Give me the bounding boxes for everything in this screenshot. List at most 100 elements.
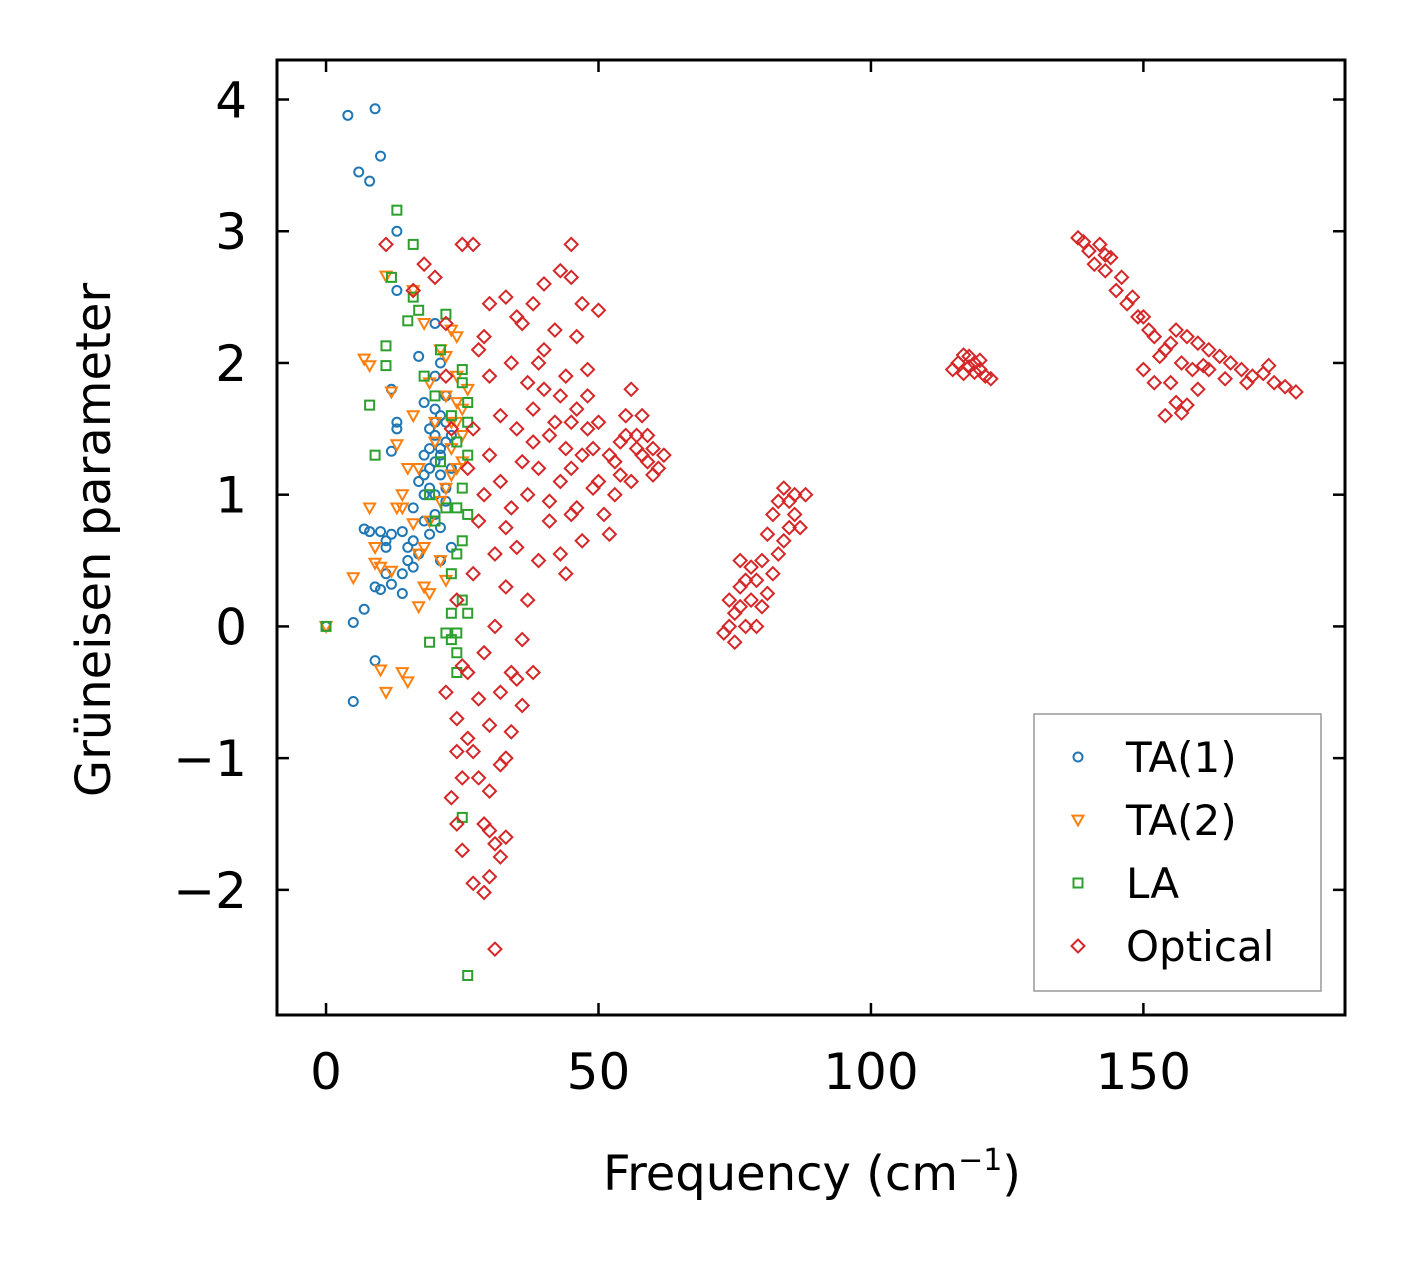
data-point bbox=[1255, 365, 1272, 382]
data-point bbox=[1189, 335, 1206, 352]
data-point bbox=[786, 506, 803, 523]
data-point bbox=[476, 644, 492, 661]
data-point bbox=[497, 289, 514, 306]
data-point bbox=[574, 295, 591, 312]
data-point bbox=[418, 370, 430, 382]
legend-label: TA(2) bbox=[1125, 796, 1237, 845]
data-point bbox=[429, 508, 441, 520]
data-point bbox=[525, 664, 542, 681]
data-point bbox=[1135, 308, 1152, 325]
data-point bbox=[448, 710, 465, 727]
data-point bbox=[413, 476, 425, 488]
data-point bbox=[514, 697, 531, 714]
data-point bbox=[737, 618, 754, 635]
data-point bbox=[429, 403, 441, 415]
data-point bbox=[634, 407, 650, 424]
data-point bbox=[519, 486, 536, 503]
data-point bbox=[514, 315, 531, 332]
data-point bbox=[459, 664, 476, 681]
data-point bbox=[552, 546, 569, 562]
y-tick-label: −1 bbox=[173, 730, 247, 788]
data-point bbox=[459, 730, 476, 747]
data-point bbox=[433, 555, 448, 569]
data-point bbox=[579, 387, 596, 404]
data-point bbox=[497, 519, 514, 536]
data-point bbox=[568, 328, 585, 345]
data-point bbox=[476, 328, 492, 345]
data-point bbox=[759, 526, 776, 543]
data-point bbox=[1097, 247, 1114, 263]
data-point bbox=[346, 572, 361, 586]
data-point bbox=[369, 581, 381, 593]
data-point bbox=[424, 482, 436, 494]
data-point bbox=[541, 513, 558, 529]
data-point bbox=[1080, 243, 1097, 259]
data-point bbox=[378, 236, 394, 253]
data-point bbox=[1168, 394, 1184, 411]
data-point bbox=[465, 875, 482, 892]
x-tick-label: 0 bbox=[310, 1043, 342, 1101]
data-point bbox=[391, 416, 403, 428]
data-point bbox=[1211, 348, 1228, 365]
legend-marker-icon bbox=[1072, 877, 1084, 889]
data-point bbox=[389, 439, 405, 453]
data-point bbox=[438, 390, 454, 404]
x-axis-title-end: ) bbox=[1002, 1146, 1021, 1202]
data-point bbox=[395, 502, 410, 516]
legend-marker-icon bbox=[1070, 938, 1086, 954]
data-point bbox=[775, 480, 792, 497]
data-point bbox=[424, 528, 436, 540]
data-point bbox=[781, 519, 798, 536]
data-point bbox=[770, 493, 787, 510]
data-point bbox=[407, 291, 419, 303]
data-point bbox=[601, 526, 618, 543]
x-axis-title-main: Frequency (cm bbox=[603, 1146, 958, 1202]
data-point bbox=[465, 743, 482, 760]
data-point bbox=[424, 462, 436, 474]
data-point bbox=[448, 816, 465, 832]
data-point bbox=[465, 236, 482, 253]
data-point bbox=[563, 269, 580, 286]
data-point bbox=[443, 789, 460, 806]
data-point bbox=[508, 539, 525, 556]
data-point bbox=[1162, 374, 1179, 391]
data-point bbox=[1146, 374, 1163, 391]
data-point bbox=[427, 436, 443, 450]
data-point bbox=[424, 443, 436, 455]
data-point bbox=[433, 495, 448, 509]
data-point bbox=[972, 352, 988, 369]
y-tick-label: 0 bbox=[215, 598, 247, 656]
legend-marker-icon bbox=[1072, 751, 1084, 763]
data-point bbox=[434, 344, 446, 356]
data-point bbox=[617, 427, 634, 444]
data-point bbox=[1108, 282, 1125, 299]
data-point bbox=[476, 884, 492, 901]
series-la bbox=[320, 204, 474, 981]
data-point bbox=[347, 695, 359, 707]
data-point bbox=[422, 588, 437, 602]
data-point bbox=[375, 584, 387, 596]
data-point bbox=[1222, 355, 1239, 371]
data-point bbox=[508, 420, 525, 437]
data-point bbox=[434, 443, 446, 455]
data-point bbox=[448, 743, 465, 760]
data-point bbox=[655, 447, 672, 464]
data-point bbox=[445, 607, 457, 619]
data-point bbox=[721, 592, 738, 608]
x-axis-title-superscript: −1 bbox=[958, 1143, 1002, 1178]
data-point bbox=[456, 364, 468, 376]
data-point bbox=[497, 578, 514, 595]
data-point bbox=[402, 315, 414, 327]
data-point bbox=[487, 835, 503, 852]
legend-item: Optical bbox=[1070, 922, 1274, 971]
data-point bbox=[715, 625, 732, 641]
data-point bbox=[525, 401, 542, 417]
x-axis: 0 50 100 150 bbox=[310, 60, 1191, 1101]
data-point bbox=[413, 350, 425, 362]
data-point bbox=[449, 397, 465, 411]
data-point bbox=[438, 482, 454, 496]
data-point bbox=[396, 568, 408, 580]
data-point bbox=[585, 440, 601, 457]
data-point bbox=[429, 515, 441, 527]
data-point bbox=[418, 449, 430, 461]
